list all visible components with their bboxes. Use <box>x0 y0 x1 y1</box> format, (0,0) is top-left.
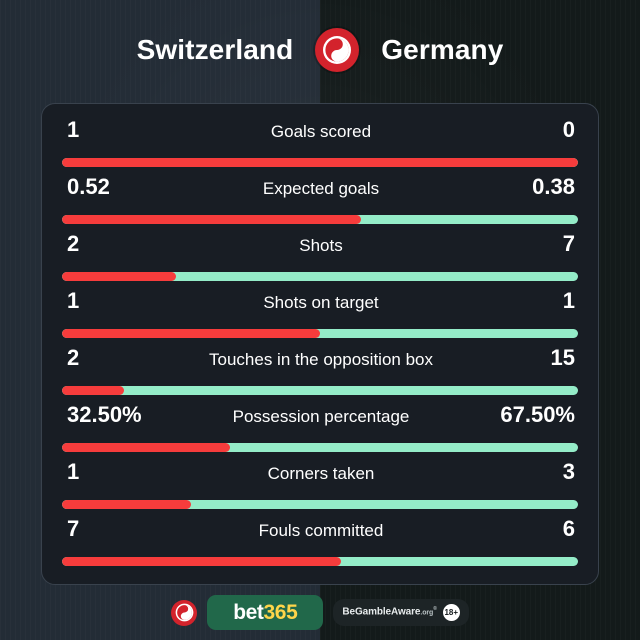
away-value: 15 <box>550 344 575 370</box>
away-value: 0.38 <box>532 173 575 199</box>
stat-label: Expected goals <box>262 178 380 198</box>
bet365-logo-365: 365 <box>263 601 298 624</box>
stat-bar-home-fill <box>62 556 341 566</box>
begambleaware-badge[interactable]: BeGambleAware.org® 18+ <box>333 599 469 626</box>
stat-bar-home-fill <box>62 499 191 509</box>
stat-bar-home-fill <box>62 271 176 281</box>
footer: bet 365 BeGambleAware.org® 18+ <box>0 585 640 640</box>
bet365-logo-button[interactable]: bet 365 <box>207 595 324 630</box>
stat-bar <box>62 214 578 224</box>
stat-bar <box>62 556 578 566</box>
stat-bar-home-fill <box>62 157 578 167</box>
stat-label: Shots on target <box>263 292 379 312</box>
stat-row: 2 Touches in the opposition box 15 <box>62 342 578 399</box>
stat-row-values: 1 Corners taken 3 <box>62 458 578 495</box>
home-value: 1 <box>67 287 80 313</box>
stat-bar <box>62 328 578 338</box>
begambleaware-label: BeGambleAware.org® <box>342 606 437 618</box>
stat-row-values: 7 Fouls committed 6 <box>62 515 578 552</box>
begambleaware-name: BeGambleAware <box>342 606 421 618</box>
stat-row: 1 Corners taken 3 <box>62 456 578 513</box>
stat-row-values: 32.50% Possession percentage 67.50% <box>62 401 578 438</box>
stat-bar <box>62 157 578 167</box>
stat-label: Goals scored <box>270 121 372 141</box>
stat-bar <box>62 442 578 452</box>
away-team-name: Germany <box>381 34 504 65</box>
stat-row-values: 1 Goals scored 0 <box>62 116 578 153</box>
stat-row: 7 Fouls committed 6 <box>62 513 578 570</box>
footer-bet365-circle-logo-icon <box>171 599 198 626</box>
stat-row: 1 Shots on target 1 <box>62 285 578 342</box>
stat-bar <box>62 271 578 281</box>
away-value: 3 <box>562 458 575 484</box>
stat-label: Shots <box>299 235 343 255</box>
header: Switzerland Germany <box>0 0 640 100</box>
stat-row-values: 2 Touches in the opposition box 15 <box>62 344 578 381</box>
home-value: 32.50% <box>67 401 142 427</box>
away-value: 7 <box>562 230 575 256</box>
home-value: 1 <box>67 116 80 142</box>
stat-row: 1 Goals scored 0 <box>62 114 578 171</box>
stats-card: 1 Goals scored 0 0.52 Expected goals 0.38 2 Sho… <box>41 103 599 585</box>
stat-bar <box>62 385 578 395</box>
registered-trademark-icon: ® <box>433 606 437 613</box>
stat-bar-home-fill <box>62 442 230 452</box>
stat-row-values: 2 Shots 7 <box>62 230 578 267</box>
stat-row-values: 1 Shots on target 1 <box>62 287 578 324</box>
stat-bar-home-fill <box>62 385 124 395</box>
stat-label: Touches in the opposition box <box>209 349 433 369</box>
bet365-circle-logo-icon <box>315 28 360 72</box>
home-value: 1 <box>67 458 80 484</box>
stat-row: 2 Shots 7 <box>62 228 578 285</box>
stat-bar <box>62 499 578 509</box>
stat-row-values: 0.52 Expected goals 0.38 <box>62 173 578 210</box>
away-value: 6 <box>562 515 575 541</box>
home-team-name: Switzerland <box>136 34 294 65</box>
stat-label: Possession percentage <box>232 406 410 426</box>
bet365-logo-bet: bet <box>233 601 264 624</box>
away-value: 0 <box>562 116 575 142</box>
away-value: 1 <box>562 287 575 313</box>
stat-row: 32.50% Possession percentage 67.50% <box>62 399 578 456</box>
stat-bar-home-fill <box>62 214 362 224</box>
away-value: 67.50% <box>500 401 575 427</box>
stat-row: 0.52 Expected goals 0.38 <box>62 171 578 228</box>
stat-label: Corners taken <box>267 463 375 483</box>
stat-bar-home-fill <box>62 328 320 338</box>
home-value: 0.52 <box>67 173 110 199</box>
home-value: 2 <box>67 230 80 256</box>
age-restriction-badge: 18+ <box>442 604 460 621</box>
home-value: 7 <box>67 515 80 541</box>
stat-label: Fouls committed <box>258 520 384 540</box>
begambleaware-tld: .org <box>420 609 434 617</box>
home-value: 2 <box>67 344 80 370</box>
